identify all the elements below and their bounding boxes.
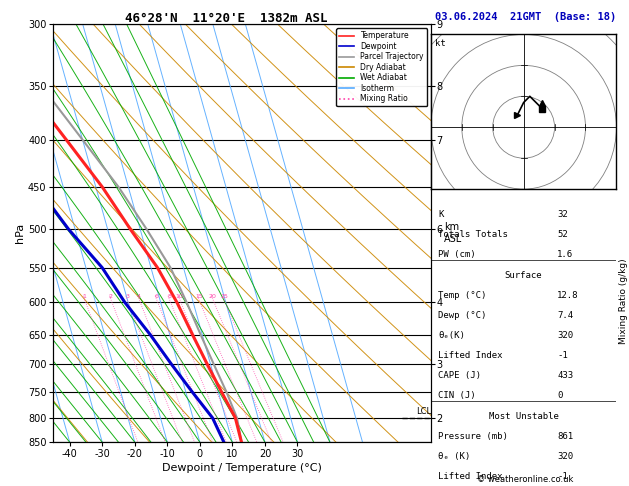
Text: 03.06.2024  21GMT  (Base: 18): 03.06.2024 21GMT (Base: 18) [435, 12, 616, 22]
Text: 1.6: 1.6 [557, 249, 573, 259]
Text: 12.8: 12.8 [557, 291, 579, 300]
Text: θₑ(K): θₑ(K) [438, 330, 465, 340]
Text: Mixing Ratio (g/kg): Mixing Ratio (g/kg) [619, 259, 628, 344]
Text: 0: 0 [557, 391, 562, 399]
Text: CIN (J): CIN (J) [438, 391, 476, 399]
Text: Most Unstable: Most Unstable [489, 412, 559, 421]
Text: Pressure (mb): Pressure (mb) [438, 432, 508, 441]
Text: 10: 10 [175, 294, 184, 299]
Text: 3: 3 [125, 294, 129, 299]
Text: 52: 52 [557, 229, 568, 239]
Text: 320: 320 [557, 330, 573, 340]
Text: 1: 1 [82, 294, 86, 299]
Text: © weatheronline.co.uk: © weatheronline.co.uk [477, 474, 574, 484]
Text: kt: kt [435, 39, 445, 48]
Y-axis label: hPa: hPa [15, 223, 25, 243]
Text: θₑ (K): θₑ (K) [438, 452, 470, 461]
Text: 8: 8 [167, 294, 171, 299]
Text: 320: 320 [557, 452, 573, 461]
Text: Temp (°C): Temp (°C) [438, 291, 487, 300]
Text: PW (cm): PW (cm) [438, 249, 476, 259]
Legend: Temperature, Dewpoint, Parcel Trajectory, Dry Adiabat, Wet Adiabat, Isotherm, Mi: Temperature, Dewpoint, Parcel Trajectory… [336, 28, 427, 106]
Text: 46°28'N  11°20'E  1382m ASL: 46°28'N 11°20'E 1382m ASL [125, 12, 328, 25]
Text: 15: 15 [195, 294, 203, 299]
Y-axis label: km
ASL: km ASL [444, 223, 462, 244]
Text: 7.4: 7.4 [557, 311, 573, 320]
X-axis label: Dewpoint / Temperature (°C): Dewpoint / Temperature (°C) [162, 463, 322, 473]
Text: 25: 25 [220, 294, 228, 299]
Text: Dewp (°C): Dewp (°C) [438, 311, 487, 320]
Text: 6: 6 [155, 294, 159, 299]
Text: Totals Totals: Totals Totals [438, 229, 508, 239]
Text: 4: 4 [137, 294, 141, 299]
Text: 20: 20 [209, 294, 217, 299]
Text: Surface: Surface [505, 271, 542, 280]
Text: K: K [438, 209, 443, 219]
Text: 2: 2 [109, 294, 113, 299]
Text: -1: -1 [557, 472, 568, 481]
Text: 433: 433 [557, 371, 573, 380]
Text: Lifted Index: Lifted Index [438, 472, 503, 481]
Text: 861: 861 [557, 432, 573, 441]
Text: -1: -1 [557, 351, 568, 360]
Text: 32: 32 [557, 209, 568, 219]
Text: CAPE (J): CAPE (J) [438, 371, 481, 380]
Text: LCL: LCL [416, 407, 431, 416]
Text: Lifted Index: Lifted Index [438, 351, 503, 360]
